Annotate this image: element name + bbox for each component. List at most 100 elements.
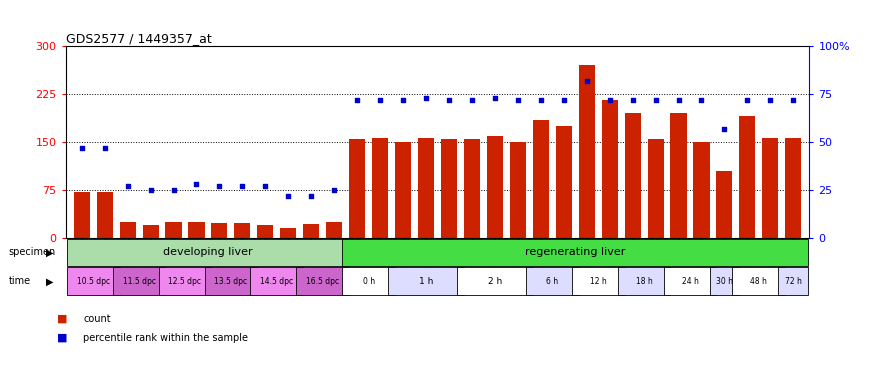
Bar xyxy=(234,223,250,238)
Point xyxy=(695,97,709,103)
Point xyxy=(98,145,112,151)
Bar xyxy=(694,142,710,238)
Point xyxy=(718,126,732,132)
Text: 72 h: 72 h xyxy=(785,277,802,286)
Text: 14.5 dpc: 14.5 dpc xyxy=(260,277,293,286)
Text: 30 h: 30 h xyxy=(716,277,733,286)
Bar xyxy=(388,267,464,295)
Point xyxy=(740,97,754,103)
Point xyxy=(213,183,227,189)
Text: developing liver: developing liver xyxy=(163,247,253,258)
Bar xyxy=(66,239,349,266)
Bar xyxy=(113,267,165,295)
Bar xyxy=(143,225,158,238)
Bar xyxy=(74,192,90,238)
Bar xyxy=(618,267,670,295)
Bar xyxy=(250,267,304,295)
Bar xyxy=(779,267,808,295)
Bar xyxy=(418,137,434,238)
Point xyxy=(603,97,617,103)
Text: ▶: ▶ xyxy=(46,276,54,286)
Bar xyxy=(533,120,549,238)
Point xyxy=(304,193,318,199)
Bar xyxy=(602,101,618,238)
Text: 6 h: 6 h xyxy=(546,277,558,286)
Bar xyxy=(205,267,257,295)
Bar xyxy=(441,139,457,238)
Point xyxy=(373,97,387,103)
Bar xyxy=(372,137,388,238)
Bar xyxy=(739,116,755,238)
Point xyxy=(144,187,158,193)
Point xyxy=(787,97,801,103)
Point xyxy=(556,97,570,103)
Bar xyxy=(762,137,779,238)
Bar xyxy=(280,228,297,238)
Bar xyxy=(297,267,349,295)
Bar xyxy=(526,267,578,295)
Bar xyxy=(625,113,640,238)
Text: ■: ■ xyxy=(57,333,67,343)
Text: 13.5 dpc: 13.5 dpc xyxy=(214,277,248,286)
Text: 18 h: 18 h xyxy=(636,277,653,286)
Bar xyxy=(785,137,802,238)
Point xyxy=(190,181,204,187)
Point xyxy=(511,97,525,103)
Bar xyxy=(342,267,395,295)
Point xyxy=(763,97,777,103)
Point xyxy=(442,97,456,103)
Point xyxy=(419,95,433,101)
Bar xyxy=(342,239,808,266)
Point xyxy=(74,145,88,151)
Point xyxy=(350,97,364,103)
Bar xyxy=(648,139,663,238)
Bar xyxy=(464,139,480,238)
Text: specimen: specimen xyxy=(9,247,56,258)
Bar xyxy=(188,222,205,238)
Text: percentile rank within the sample: percentile rank within the sample xyxy=(83,333,248,343)
Text: 16.5 dpc: 16.5 dpc xyxy=(306,277,340,286)
Point xyxy=(258,183,272,189)
Point xyxy=(465,97,479,103)
Bar xyxy=(717,171,732,238)
Point xyxy=(396,97,410,103)
Text: ■: ■ xyxy=(57,314,67,324)
Point xyxy=(281,193,295,199)
Bar xyxy=(212,223,228,238)
Text: 48 h: 48 h xyxy=(751,277,767,286)
Bar xyxy=(257,225,273,238)
Bar xyxy=(395,142,411,238)
Text: 11.5 dpc: 11.5 dpc xyxy=(123,277,156,286)
Bar xyxy=(326,222,342,238)
Bar xyxy=(304,224,319,238)
Bar xyxy=(732,267,785,295)
Text: GDS2577 / 1449357_at: GDS2577 / 1449357_at xyxy=(66,32,212,45)
Text: 0 h: 0 h xyxy=(362,277,374,286)
Point xyxy=(626,97,640,103)
Bar xyxy=(556,126,571,238)
Bar xyxy=(578,65,595,238)
Text: time: time xyxy=(9,276,31,286)
Bar xyxy=(165,222,181,238)
Bar xyxy=(510,142,526,238)
Text: count: count xyxy=(83,314,111,324)
Point xyxy=(235,183,249,189)
Bar xyxy=(571,267,625,295)
Point xyxy=(671,97,685,103)
Point xyxy=(534,97,548,103)
Bar xyxy=(66,267,120,295)
Text: regenerating liver: regenerating liver xyxy=(525,247,626,258)
Text: ▶: ▶ xyxy=(46,247,54,258)
Point xyxy=(488,95,502,101)
Point xyxy=(648,97,662,103)
Bar xyxy=(457,267,533,295)
Point xyxy=(327,187,341,193)
Text: 2 h: 2 h xyxy=(487,277,502,286)
Bar xyxy=(670,113,687,238)
Bar xyxy=(120,222,136,238)
Bar xyxy=(487,136,503,238)
Text: 10.5 dpc: 10.5 dpc xyxy=(77,277,109,286)
Bar xyxy=(158,267,212,295)
Text: 24 h: 24 h xyxy=(682,277,698,286)
Point xyxy=(166,187,180,193)
